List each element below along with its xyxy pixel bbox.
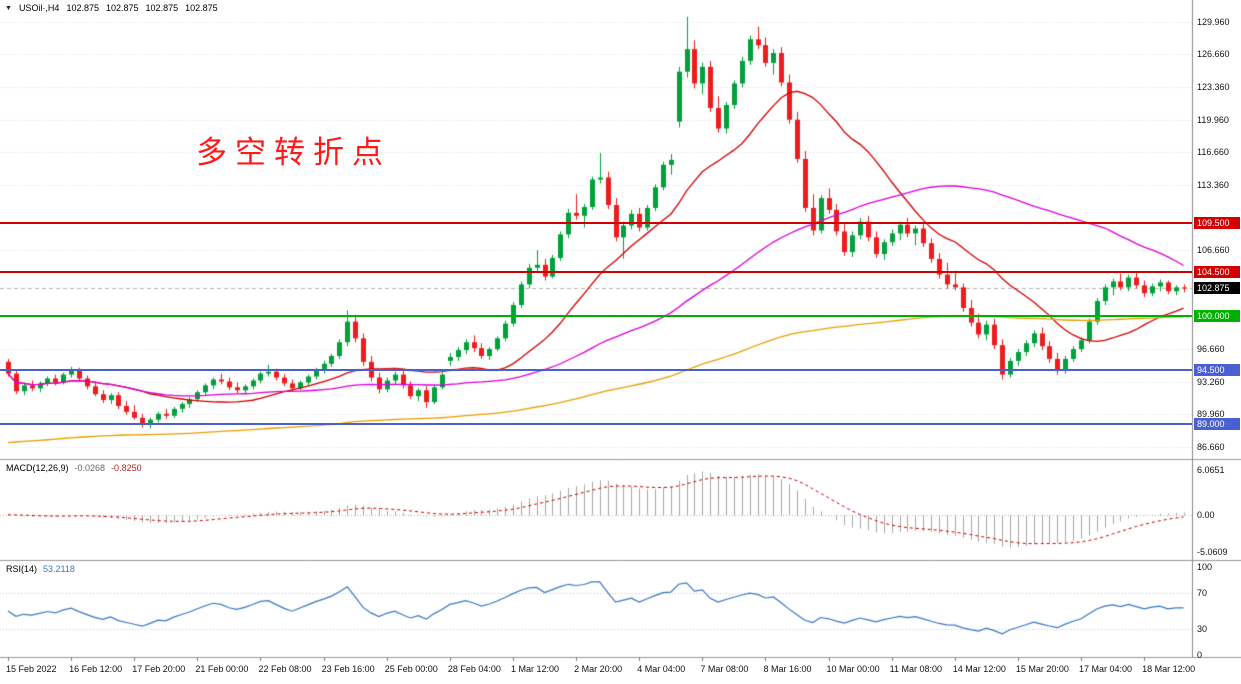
symbol-timeframe-label: USOil·,H4: [18, 3, 60, 13]
time-axis-label: 23 Feb 16:00: [321, 664, 375, 674]
hline-94.500[interactable]: [0, 368, 1192, 371]
price-axis-label: 89.960: [1197, 409, 1225, 420]
rsi-name: RSI(14): [6, 564, 38, 574]
time-axis-label: 11 Mar 08:00: [889, 664, 943, 674]
time-axis-label: 15 Feb 2022: [6, 664, 57, 674]
annotation-text[interactable]: 多空转折点: [196, 135, 391, 170]
price-axis-label: 93.260: [1197, 376, 1225, 387]
macd-scale-max: 6.0651: [1197, 465, 1225, 475]
macd-signal-value: -0.8250: [111, 463, 142, 473]
time-axis-label: 17 Mar 04:00: [1079, 664, 1133, 674]
current-price-badge: 102.875: [1194, 281, 1240, 294]
macd-name: MACD(12,26,9): [6, 463, 69, 473]
hline-104.500[interactable]: [0, 270, 1192, 273]
price-axis-label: 123.360: [1197, 81, 1230, 92]
ohlc-low: 102.875: [145, 3, 179, 13]
price-axis-label: 129.960: [1197, 17, 1230, 28]
ohlc-high: 102.875: [106, 3, 139, 13]
time-axis-label: 4 Mar 04:00: [637, 664, 686, 674]
price-badge-100.000: 100.000: [1194, 309, 1240, 322]
price-axis-label: 106.660: [1197, 245, 1230, 256]
price-badge-94.500: 94.500: [1194, 363, 1240, 376]
macd-scale-zero: 0.00: [1197, 509, 1215, 520]
chart-ohlc-header: ▼ USOil·,H4 102.875 102.875 102.875 102.…: [5, 3, 218, 13]
time-axis-label: 18 Mar 12:00: [1142, 664, 1196, 674]
time-axis-label: 22 Feb 08:00: [258, 664, 312, 674]
time-axis-label: 2 Mar 20:00: [574, 664, 623, 674]
time-axis-label: 1 Mar 12:00: [510, 664, 559, 674]
price-axis-label: 116.660: [1197, 147, 1229, 158]
time-axis-label: 16 Feb 12:00: [69, 664, 123, 674]
rsi-scale-label: 100: [1197, 562, 1213, 572]
ohlc-open: 102.875: [66, 3, 99, 13]
hline-109.500[interactable]: [0, 221, 1192, 224]
time-axis-label: 7 Mar 08:00: [700, 664, 749, 674]
time-axis-label: 21 Feb 00:00: [195, 664, 249, 674]
price-badge-109.500: 109.500: [1194, 216, 1240, 229]
hline-89.000[interactable]: [0, 422, 1192, 425]
time-axis-label: 14 Mar 12:00: [952, 664, 1006, 674]
macd-scale-min: -5.0609: [1197, 547, 1228, 557]
price-axis-label: 86.660: [1197, 441, 1225, 452]
time-axis-label: 25 Feb 00:00: [384, 664, 438, 674]
rsi-value: 53.2118: [43, 564, 75, 574]
price-axis-label: 126.660: [1197, 49, 1230, 60]
macd-indicator-label: MACD(12,26,9) -0.0268 -0.8250: [6, 463, 142, 473]
time-axis-label: 8 Mar 16:00: [763, 664, 812, 674]
price-axis-label: 119.960: [1197, 115, 1229, 126]
rsi-indicator-label: RSI(14) 53.2118: [6, 564, 75, 574]
rsi-scale-label: 30: [1197, 623, 1208, 634]
rsi-scale-label: 0: [1197, 650, 1203, 660]
collapse-arrow-icon[interactable]: ▼: [5, 4, 12, 12]
price-badge-104.500: 104.500: [1194, 265, 1240, 278]
time-axis-label: 10 Mar 00:00: [826, 664, 880, 674]
macd-main-value: -0.0268: [74, 463, 106, 473]
price-axis-label: 96.660: [1197, 343, 1225, 354]
price-axis-label: 113.360: [1197, 179, 1229, 190]
time-axis-label: 15 Mar 20:00: [1015, 664, 1069, 674]
hline-100.000[interactable]: [0, 314, 1192, 317]
price-badge-89.000: 89.000: [1194, 417, 1240, 430]
time-axis-label: 28 Feb 04:00: [447, 664, 501, 674]
rsi-scale-label: 70: [1197, 588, 1208, 599]
time-axis-label: 17 Feb 20:00: [132, 664, 186, 674]
ohlc-close: 102.875: [185, 3, 218, 13]
